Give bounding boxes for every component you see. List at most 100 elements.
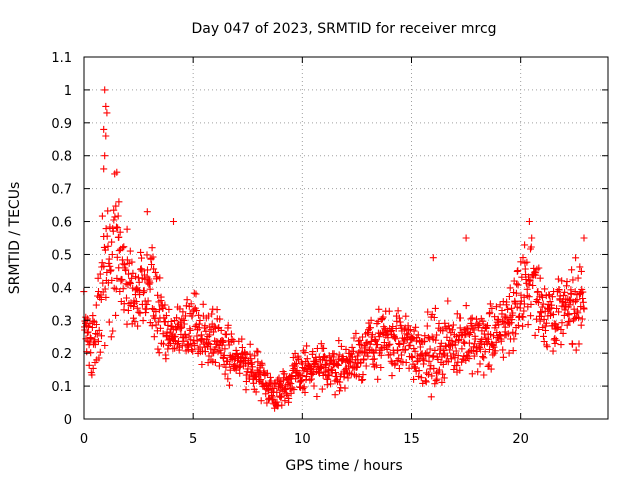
y-tick-label: 0.8 xyxy=(51,150,72,165)
data-point xyxy=(523,285,531,293)
data-point xyxy=(510,335,518,343)
data-point xyxy=(105,255,113,263)
data-point xyxy=(298,377,306,384)
data-point xyxy=(370,355,378,363)
data-point xyxy=(552,336,560,344)
grid xyxy=(84,57,608,419)
data-point xyxy=(213,306,221,314)
data-point xyxy=(263,399,271,407)
data-point xyxy=(485,335,492,343)
data-point xyxy=(146,285,154,293)
data-point xyxy=(296,378,304,386)
data-point xyxy=(470,352,478,360)
data-point xyxy=(425,351,433,359)
data-point xyxy=(336,387,343,395)
data-point xyxy=(362,362,370,370)
data-point xyxy=(98,212,106,220)
data-point xyxy=(119,285,127,293)
data-point xyxy=(379,313,387,321)
data-point xyxy=(104,207,112,215)
data-point xyxy=(536,317,544,325)
data-point xyxy=(246,340,254,348)
data-point xyxy=(519,254,527,262)
y-tick-label: 0.2 xyxy=(51,347,72,362)
data-point xyxy=(480,371,488,379)
data-point xyxy=(435,366,443,374)
x-tick-label: 5 xyxy=(189,432,197,447)
data-point xyxy=(541,285,549,293)
data-point xyxy=(504,330,512,338)
data-point xyxy=(101,86,109,94)
data-point xyxy=(246,350,254,358)
data-point xyxy=(322,361,330,369)
y-tick-label: 0.6 xyxy=(51,216,72,231)
data-point xyxy=(170,218,177,225)
data-point xyxy=(204,333,212,341)
data-point xyxy=(186,327,194,334)
data-point xyxy=(102,132,110,140)
data-point xyxy=(444,358,452,366)
data-point xyxy=(201,348,209,356)
data-point xyxy=(207,345,215,353)
data-point xyxy=(140,287,148,295)
data-point xyxy=(201,322,209,330)
data-point xyxy=(560,291,568,299)
data-point xyxy=(290,386,298,394)
data-point xyxy=(348,343,356,351)
data-point xyxy=(408,354,416,362)
data-point xyxy=(291,360,299,368)
data-point xyxy=(486,300,494,308)
data-point xyxy=(167,318,175,325)
data-point xyxy=(492,321,500,329)
data-point xyxy=(109,327,117,335)
data-point xyxy=(192,290,200,298)
data-point xyxy=(406,341,414,349)
data-point xyxy=(512,330,520,338)
data-point xyxy=(430,352,438,360)
data-point xyxy=(411,364,419,372)
data-point xyxy=(238,335,246,343)
data-point xyxy=(456,366,464,374)
data-point xyxy=(557,341,565,349)
data-point xyxy=(486,309,494,317)
data-point xyxy=(543,341,551,349)
data-point xyxy=(182,302,190,310)
data-point xyxy=(210,322,218,330)
data-point xyxy=(143,251,151,259)
data-point xyxy=(120,306,128,314)
data-point xyxy=(491,347,499,355)
data-point xyxy=(119,260,127,268)
data-point xyxy=(113,223,120,231)
data-point xyxy=(392,335,400,343)
data-point xyxy=(157,324,164,332)
data-point xyxy=(572,346,580,354)
data-point xyxy=(254,348,262,356)
data-point xyxy=(188,312,196,320)
data-point xyxy=(395,365,403,372)
y-tick-label: 0.9 xyxy=(51,117,72,132)
data-point xyxy=(423,322,431,330)
data-point xyxy=(580,234,588,242)
data-point xyxy=(161,301,169,309)
data-point xyxy=(543,319,550,327)
data-point xyxy=(412,323,420,331)
data-point xyxy=(421,332,429,340)
data-point xyxy=(575,314,583,322)
data-point xyxy=(564,310,572,318)
data-point xyxy=(202,327,210,335)
data-point xyxy=(548,293,556,301)
data-point xyxy=(549,311,557,319)
data-point xyxy=(125,270,132,278)
data-point xyxy=(171,344,179,352)
data-point xyxy=(154,291,162,299)
data-point xyxy=(402,345,409,353)
data-point xyxy=(353,363,361,371)
data-point xyxy=(153,273,161,281)
data-point xyxy=(190,336,198,344)
data-point xyxy=(355,337,362,345)
data-point xyxy=(205,340,212,348)
data-point xyxy=(488,305,496,312)
data-point xyxy=(118,276,126,284)
data-point xyxy=(91,341,99,349)
